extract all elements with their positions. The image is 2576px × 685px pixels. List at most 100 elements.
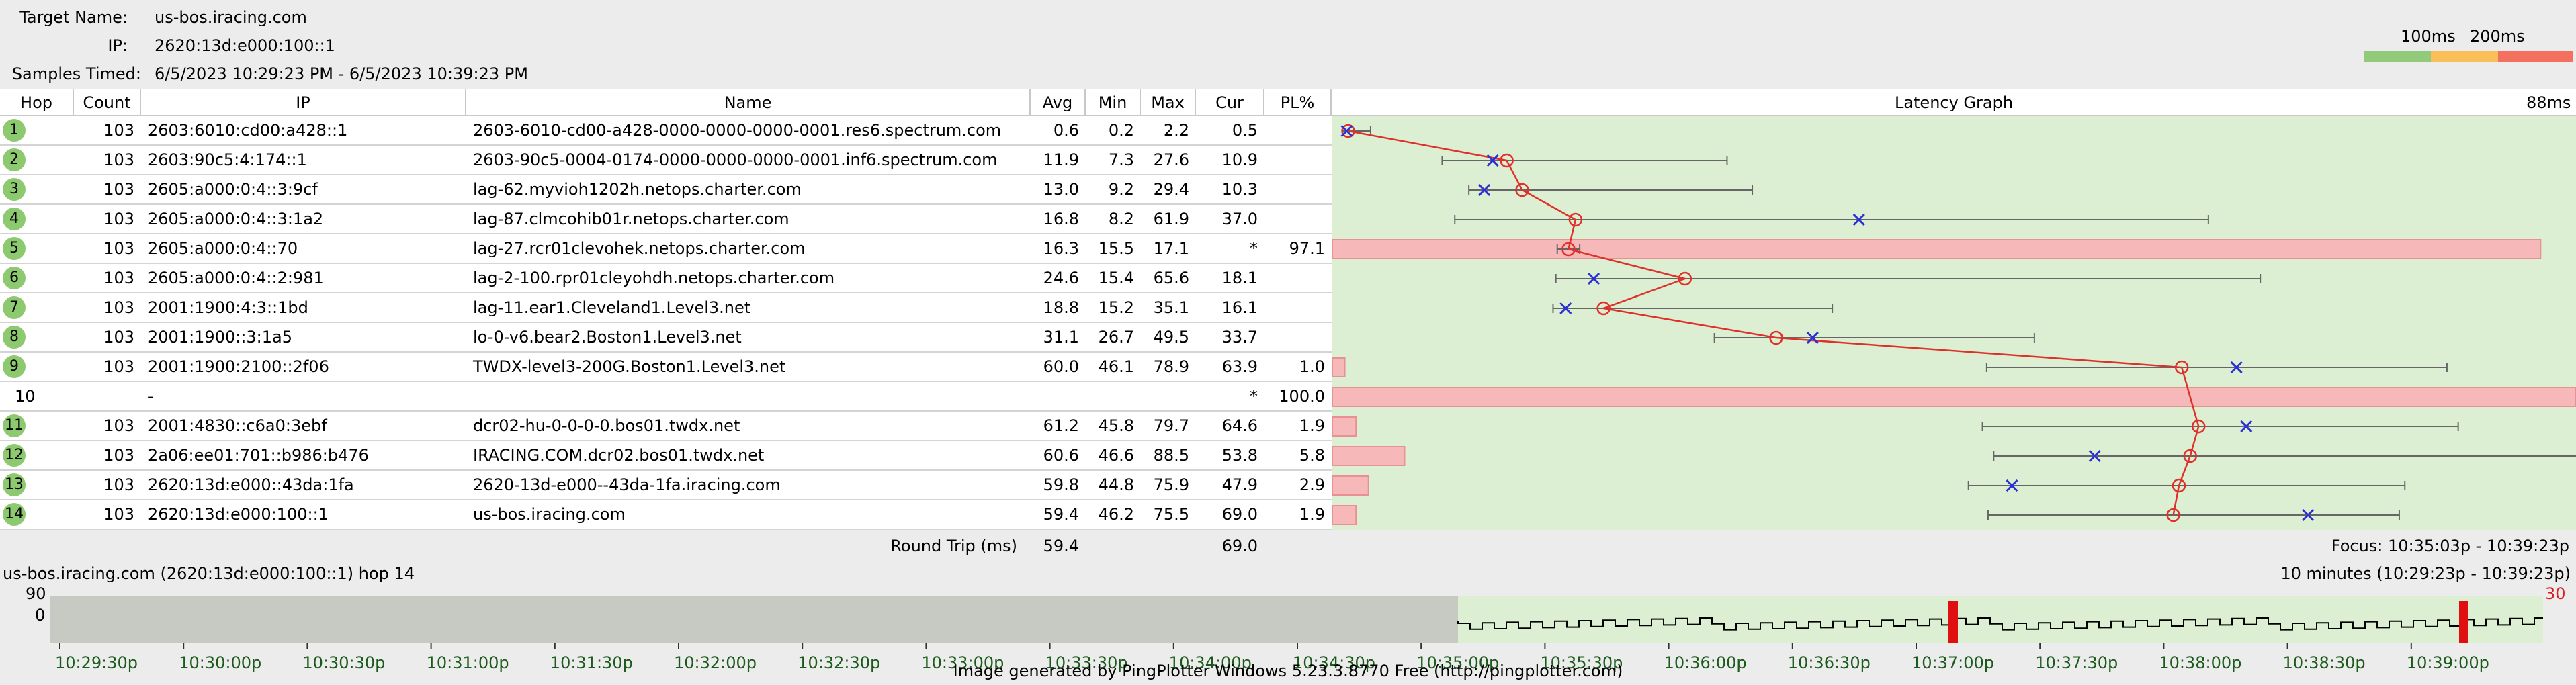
cell-pl [1264,205,1325,233]
cell-min: 45.8 [1098,416,1134,435]
current-marker [1340,124,1353,138]
cell-name: TWDX-level3-200G.Boston1.Level3.net [473,357,786,376]
col-min[interactable]: Min [1086,89,1141,116]
cell-cur: 37.0 [1221,210,1258,228]
time-tick-label: 10:30:30p [302,653,385,672]
cell-max [1141,382,1189,410]
col-pl[interactable]: PL% [1264,89,1332,116]
table-row[interactable]: 8 103 2001:1900::3:1a5 lo-0-v6.bear2.Boston… [0,323,1332,353]
cell-name: lo-0-v6.bear2.Boston1.Level3.net [473,328,742,347]
cell-max: 2.2 [1163,121,1189,140]
cell-name: lag-27.rcr01clevohek.netops.charter.com [473,239,806,258]
legend-yellow-bar [2431,51,2498,62]
cell-name: dcr02-hu-0-0-0-0.bos01.twdx.net [473,416,740,435]
col-name[interactable]: Name [466,89,1031,116]
table-row[interactable]: 5 103 2605:a000:0:4::70 lag-27.rcr01clevohe… [0,234,1332,264]
col-avg[interactable]: Avg [1031,89,1086,116]
col-ip[interactable]: IP [141,89,466,116]
col-cur[interactable]: Cur [1196,89,1264,116]
table-row[interactable]: 2 103 2603:90c5:4:174::1 2603-90c5-0004-017… [0,146,1332,175]
cell-avg: 60.6 [1043,446,1079,465]
table-row[interactable]: 1 103 2603:6010:cd00:a428::1 2603-6010-cd00… [0,116,1332,146]
table-row[interactable]: 6 103 2605:a000:0:4::2:981 lag-2-100.rpr01c… [0,264,1332,293]
avg-marker [1596,301,1611,316]
ip-value: 2620:13d:e000:100::1 [155,36,335,55]
time-tick-label: 10:33:30p [1045,653,1128,672]
time-tick-label: 10:39:00p [2407,653,2489,672]
cell-pl: 1.9 [1299,505,1325,524]
samples-value: 6/5/2023 10:29:23 PM - 6/5/2023 10:39:23… [155,64,528,83]
current-marker [1486,154,1499,167]
cell-name: lag-11.ear1.Cleveland1.Level3.net [473,298,751,317]
cell-ip: 2001:1900:2100::2f06 [148,357,329,376]
table-row[interactable]: 7 103 2001:1900:4:3::1bd lag-11.ear1.Clevel… [0,293,1332,323]
cell-name: IRACING.COM.dcr02.bos01.twdx.net [473,446,765,465]
cell-count: 103 [103,121,134,140]
time-tick-label: 10:38:00p [2159,653,2241,672]
time-tick-label: 10:32:30p [798,653,880,672]
cell-pl: 1.0 [1299,357,1325,376]
col-max[interactable]: Max [1141,89,1196,116]
table-row[interactable]: 14 103 2620:13d:e000:100::1 us-bos.iracing.… [0,500,1332,530]
hop-number: 12 [3,444,26,467]
cell-count: 103 [103,416,134,435]
current-marker [1559,302,1572,315]
cell-min: 15.5 [1098,239,1134,258]
cell-ip: 2603:90c5:4:174::1 [148,150,307,169]
cell-pl [1264,116,1325,144]
cell-avg: 59.4 [1043,505,1079,524]
cell-count: 103 [103,505,134,524]
cell-avg: 13.0 [1043,180,1079,199]
hop-number: 6 [3,267,26,289]
timeline-ymin: 0 [35,606,46,625]
cell-avg: 31.1 [1043,328,1079,347]
table-row[interactable]: 4 103 2605:a000:0:4::3:1a2 lag-87.clmcohib0… [0,205,1332,234]
cell-cur: 69.0 [1221,505,1258,524]
avg-marker [1500,153,1514,168]
cell-ip: 2001:1900::3:1a5 [148,328,293,347]
cell-cur: * [1250,239,1258,258]
packet-loss-bar [1332,475,1369,496]
cell-max: 65.6 [1153,269,1189,287]
cell-min: 15.4 [1098,269,1134,287]
timeline-chart[interactable]: 10:29:30p 10:30:00p 10:30:30p 10:31:00p 10:3… [0,581,2576,675]
cell-cur: 47.9 [1221,475,1258,494]
round-trip-cur: 69.0 [1221,537,1258,555]
table-row[interactable]: 9 103 2001:1900:2100::2f06 TWDX-level3-200G… [0,353,1332,382]
cell-ip: 2605:a000:0:4::3:9cf [148,180,318,199]
hop-number: 2 [3,148,26,171]
cell-max: 35.1 [1153,298,1189,317]
table-row[interactable]: 3 103 2605:a000:0:4::3:9cf lag-62.myvioh120… [0,175,1332,205]
table-row[interactable]: 13 103 2620:13d:e000::43da:1fa 2620-13d-e00… [0,471,1332,500]
focused-region [1458,596,2543,643]
cell-count [74,382,134,410]
packet-loss-bar [1332,446,1406,466]
cell-min: 7.3 [1108,150,1134,169]
hop-number: 3 [3,178,26,201]
packet-loss-bar [1332,505,1357,525]
packet-loss-marker [2459,601,2468,643]
samples-label: Samples Timed: [11,64,141,83]
graph-max-label: 88ms [2526,93,2571,112]
cell-count: 103 [103,446,134,465]
cell-ip: 2a06:ee01:701::b986:b476 [148,446,369,465]
avg-marker [2191,419,2206,434]
time-tick-label: 10:31:00p [427,653,509,672]
current-marker [1852,213,1865,226]
latency-graph [1332,116,2576,530]
timeline-title: us-bos.iracing.com (2620:13d:e000:100::1… [3,564,415,583]
cell-count: 103 [103,150,134,169]
cell-name [473,382,1024,410]
cell-min: 46.2 [1098,505,1134,524]
table-row[interactable]: 11 103 2001:4830::c6a0:3ebf dcr02-hu-0-0-0-… [0,412,1332,441]
legend-100ms-label: 100ms [2401,27,2456,46]
cell-max: 75.5 [1153,505,1189,524]
current-marker [1478,183,1491,197]
table-row[interactable]: 12 103 2a06:ee01:701::b986:b476 IRACING.COM… [0,441,1332,471]
avg-marker [2174,360,2189,375]
col-hop[interactable]: Hop [0,89,74,116]
col-latency-graph[interactable]: Latency Graph [1332,89,2576,116]
table-row[interactable]: 10 - * 100.0 [0,382,1332,412]
time-tick-label: 10:35:30p [1540,653,1623,672]
col-count[interactable]: Count [74,89,141,116]
